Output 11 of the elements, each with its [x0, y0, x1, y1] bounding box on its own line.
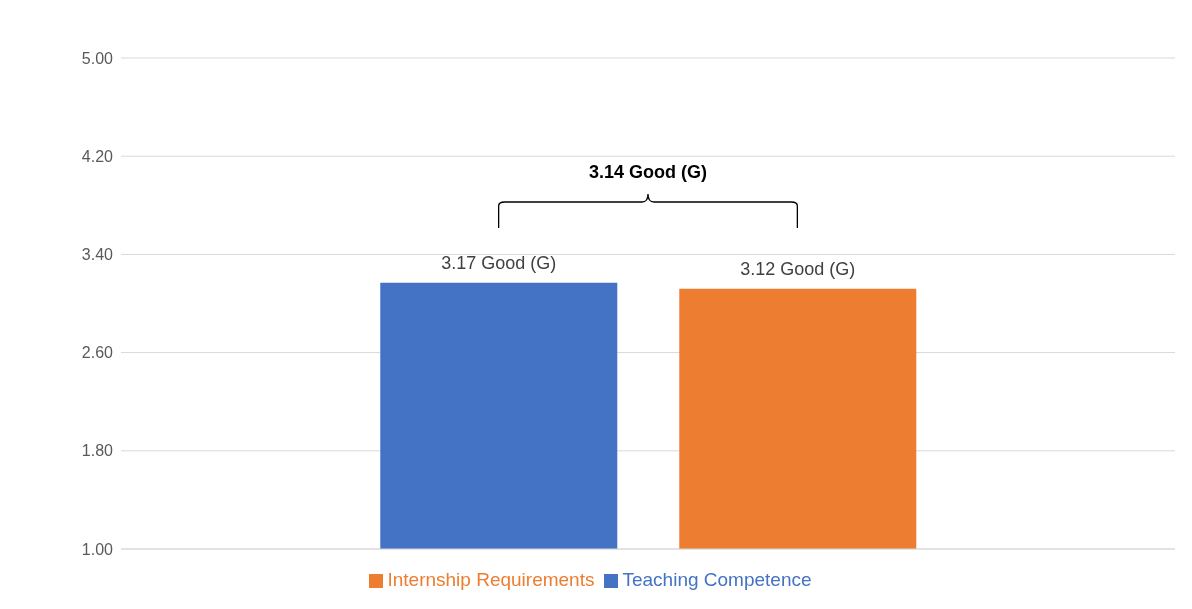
y-tick-label: 1.00 — [81, 540, 114, 558]
data-label: 3.17 Good (G) — [441, 252, 557, 273]
legend-label: Teaching Competence — [622, 569, 812, 590]
annotation: 3.14 Good (G) — [588, 162, 708, 182]
y-tick-label: 2.60 — [81, 344, 114, 362]
y-tick-label: 4.20 — [81, 147, 114, 165]
data-label: 3.12 Good (G) — [740, 258, 856, 279]
y-tick-label: 1.80 — [81, 442, 114, 460]
y-tick-label: 3.40 — [81, 246, 114, 264]
legend-label: Internship Requirements — [387, 569, 595, 590]
y-tick-label: 5.00 — [81, 49, 114, 67]
